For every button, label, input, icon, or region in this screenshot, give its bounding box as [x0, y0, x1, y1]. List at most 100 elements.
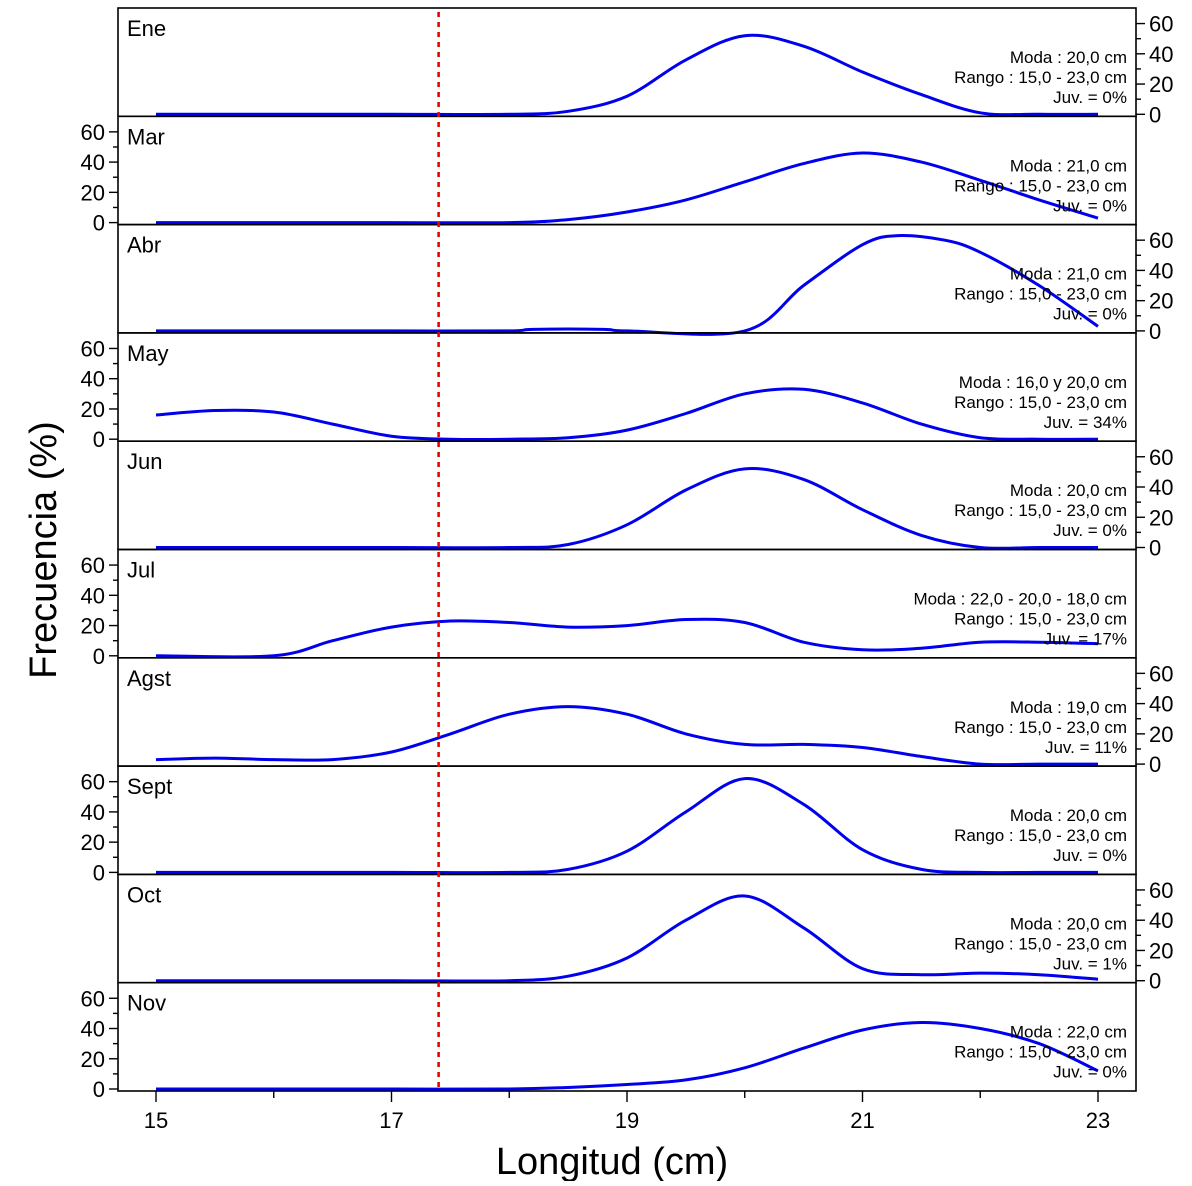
- panel-month-label: Agst: [127, 666, 171, 691]
- y-tick-label: 40: [1149, 42, 1173, 67]
- y-tick-label: 20: [81, 830, 105, 855]
- panel-annotation: Juv. = 11%: [1045, 738, 1127, 757]
- panel-annotation: Juv. = 0%: [1053, 305, 1127, 324]
- panel-annotation: Rango : 15,0 - 23,0 cm: [954, 393, 1127, 412]
- panel-month-label: Oct: [127, 882, 161, 907]
- y-tick-label: 60: [81, 120, 105, 145]
- x-tick-label: 15: [144, 1108, 168, 1133]
- y-tick-label: 0: [93, 427, 105, 452]
- y-tick-label: 0: [1149, 536, 1161, 561]
- panel-annotation: Moda : 16,0 y 20,0 cm: [959, 373, 1127, 392]
- panel-annotation: Moda : 21,0 cm: [1010, 265, 1127, 284]
- y-tick-label: 60: [81, 986, 105, 1011]
- y-axis-title: Frecuencia (%): [23, 421, 65, 679]
- x-tick-label: 21: [850, 1108, 874, 1133]
- panel-annotation: Rango : 15,0 - 23,0 cm: [954, 285, 1127, 304]
- panel-annotation: Moda : 19,0 cm: [1010, 698, 1127, 717]
- frequency-curve-sept: [156, 777, 1098, 875]
- frequency-curve-abr: [155, 233, 1099, 336]
- y-tick-label: 60: [1149, 445, 1173, 470]
- frequency-curve-jul: [155, 617, 1099, 659]
- y-tick-label: 20: [81, 397, 105, 422]
- panel-annotation: Moda : 20,0 cm: [1010, 806, 1127, 825]
- panel-annotation: Rango : 15,0 - 23,0 cm: [954, 610, 1127, 629]
- y-tick-label: 40: [1149, 692, 1173, 717]
- y-axis-left: 0 20 40 60: [81, 120, 118, 236]
- panel-frame: [117, 7, 1137, 118]
- panel-frame: [117, 981, 1137, 1092]
- panel-annotation: Moda : 20,0 cm: [1010, 914, 1127, 933]
- panel-annotation: Juv. = 17%: [1044, 630, 1127, 649]
- panel-annotation: Rango : 15,0 - 23,0 cm: [954, 718, 1127, 737]
- y-tick-label: 20: [1149, 289, 1173, 314]
- panel-frame: [117, 223, 1137, 334]
- y-axis-left: 0 20 40 60: [81, 553, 118, 669]
- frequency-curve-mar: [156, 151, 1099, 225]
- y-axis-right: 0 20 40 60: [1136, 878, 1173, 994]
- y-tick-label: 60: [1149, 12, 1173, 37]
- panel-annotation: Rango : 15,0 - 23,0 cm: [954, 501, 1127, 520]
- y-axis-right: 0 20 40 60: [1136, 12, 1173, 127]
- y-tick-label: 20: [81, 180, 105, 205]
- y-tick-label: 0: [1149, 319, 1161, 344]
- y-tick-label: 40: [1149, 258, 1173, 283]
- panel-frame: [117, 115, 1137, 226]
- x-tick-label: 23: [1086, 1108, 1110, 1133]
- panel-annotation: Rango : 15,0 - 23,0 cm: [954, 934, 1127, 953]
- y-tick-label: 0: [93, 644, 105, 669]
- y-axis-left: 0 20 40 60: [81, 986, 118, 1102]
- panel-month-label: May: [127, 341, 169, 366]
- frequency-curve-oct: [155, 894, 1099, 983]
- y-tick-label: 0: [1149, 102, 1161, 127]
- frequency-curve-agst: [155, 705, 1098, 767]
- y-tick-label: 20: [1149, 505, 1173, 530]
- panel-frame: [117, 656, 1137, 767]
- y-axis-left: 0 20 40 60: [81, 336, 118, 452]
- panel-frame: [117, 440, 1137, 551]
- panel-annotation: Rango : 15,0 - 23,0 cm: [954, 1043, 1127, 1062]
- panel-annotation: Juv. = 0%: [1053, 1063, 1127, 1082]
- y-tick-label: 60: [81, 770, 105, 795]
- panel-annotation: Rango : 15,0 - 23,0 cm: [954, 176, 1127, 195]
- y-tick-label: 40: [81, 367, 105, 392]
- y-tick-label: 0: [93, 1077, 105, 1102]
- y-tick-label: 60: [1149, 228, 1173, 253]
- y-tick-label: 40: [81, 800, 105, 825]
- panel-month-label: Abr: [127, 233, 161, 258]
- frequency-curve-ene: [155, 33, 1099, 117]
- panel-annotation: Moda : 22,0 cm: [1010, 1023, 1127, 1042]
- y-tick-label: 40: [81, 583, 105, 608]
- y-tick-label: 20: [81, 1047, 105, 1072]
- y-tick-label: 20: [1149, 938, 1173, 963]
- frequency-curve-may: [155, 387, 1099, 441]
- panel-annotation: Rango : 15,0 - 23,0 cm: [954, 826, 1127, 845]
- y-tick-label: 60: [1149, 878, 1173, 903]
- panel-month-label: Jul: [127, 558, 155, 583]
- panel-annotation: Juv. = 0%: [1053, 88, 1127, 107]
- y-axis-right: 0 20 40 60: [1136, 445, 1173, 561]
- y-tick-label: 20: [1149, 722, 1173, 747]
- panel-month-label: Nov: [127, 991, 166, 1016]
- panel-annotation: Rango : 15,0 - 23,0 cm: [954, 68, 1127, 87]
- y-tick-label: 0: [93, 211, 105, 236]
- y-tick-label: 20: [1149, 72, 1173, 97]
- panel-frame: [117, 873, 1137, 984]
- frequency-curve-nov: [156, 1020, 1099, 1091]
- panel-annotation: Moda : 21,0 cm: [1010, 156, 1127, 175]
- panel-frame: [117, 765, 1137, 876]
- frequency-curve-jun: [155, 467, 1098, 550]
- y-tick-label: 40: [81, 150, 105, 175]
- panel-annotation: Juv. = 1%: [1053, 954, 1127, 973]
- y-tick-label: 40: [81, 1017, 105, 1042]
